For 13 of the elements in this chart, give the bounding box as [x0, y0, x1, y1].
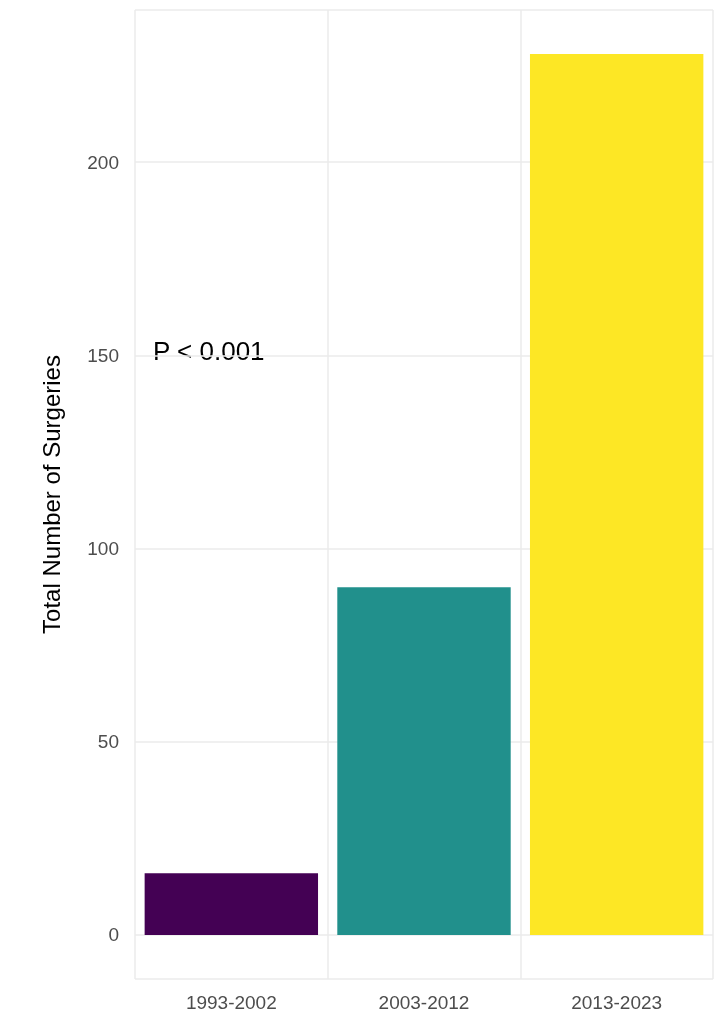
bar [337, 587, 511, 935]
bar [144, 873, 319, 935]
x-tick-label: 1993-2002 [185, 992, 277, 1013]
y-tick-label: 100 [87, 538, 119, 560]
x-tick-label: 2013-2023 [571, 992, 663, 1013]
annotation: P < 0.001 [153, 336, 265, 366]
y-tick-label: 50 [97, 731, 119, 753]
y-axis-title: Total Number of Surgeries [37, 355, 65, 634]
bar [529, 54, 704, 935]
y-tick-label: 0 [108, 924, 119, 946]
y-tick-label: 200 [87, 151, 119, 173]
y-tick-label: 150 [87, 344, 119, 366]
x-tick-label: 2003-2012 [378, 992, 470, 1013]
